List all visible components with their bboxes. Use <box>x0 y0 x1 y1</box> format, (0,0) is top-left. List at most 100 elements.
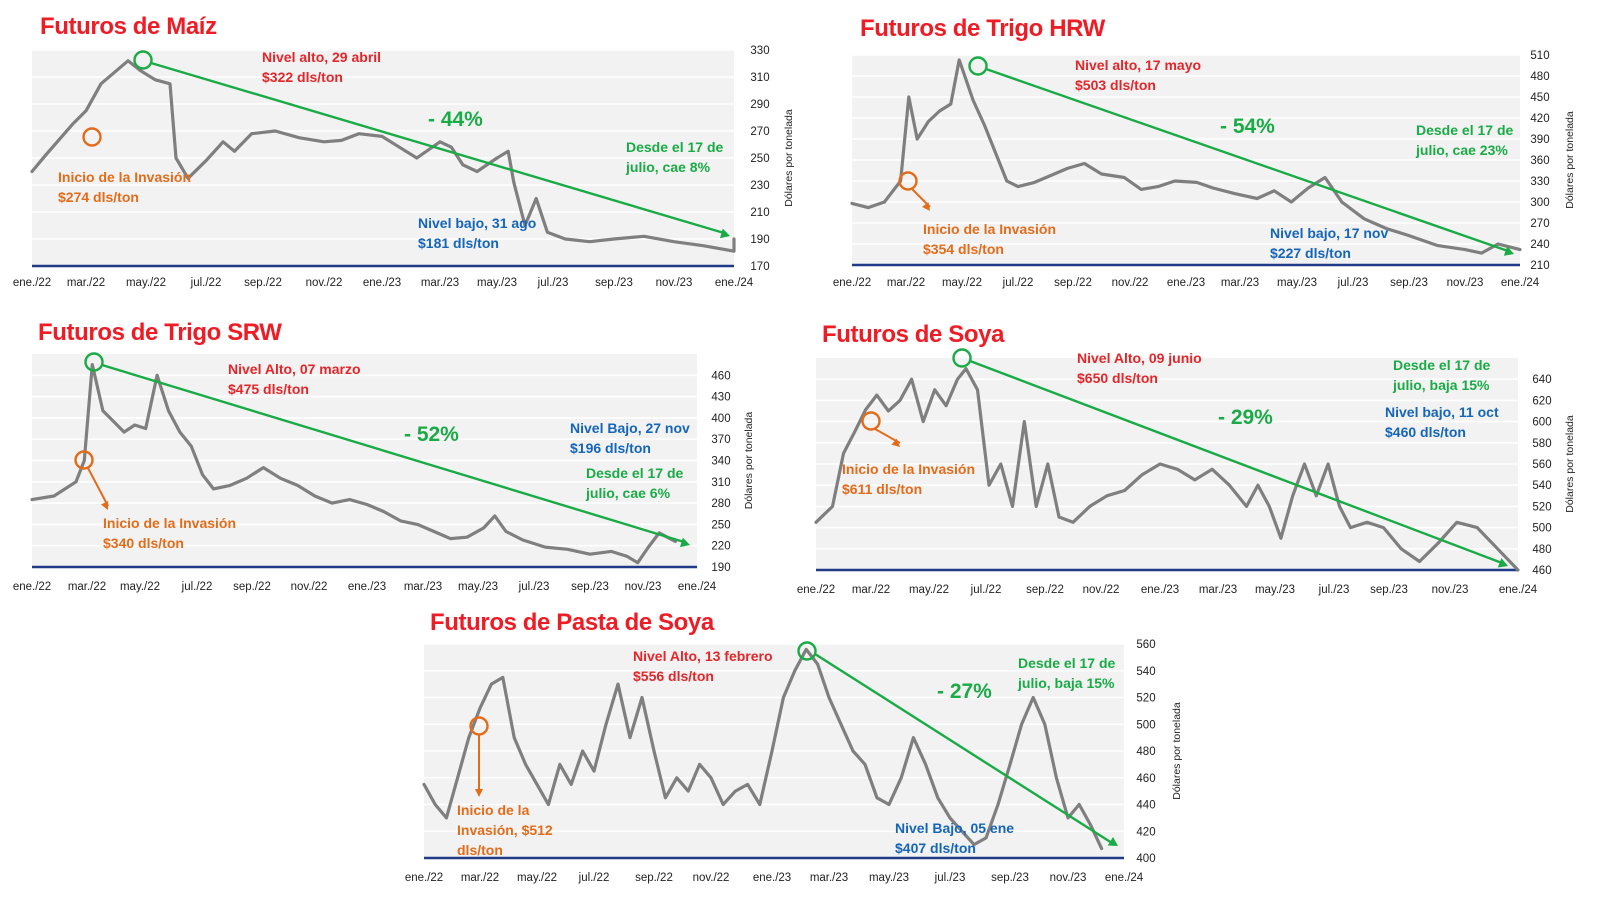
y-tick-label: 360 <box>1530 155 1549 167</box>
x-tick-label: may./23 <box>869 872 909 884</box>
x-tick-label: ene./23 <box>1141 584 1179 596</box>
y-axis-title: Dólares por tonelada <box>1564 111 1576 209</box>
chart-pasta: Futuros de Pasta de Soya 400 420 440 460 480 5… <box>405 609 1183 884</box>
y-tick-label: 540 <box>1532 480 1551 492</box>
trend-line <box>969 359 1503 565</box>
y-tick-label: 170 <box>750 261 769 273</box>
invasion-marker <box>82 127 102 147</box>
invasion-value: $340 dls/ton <box>103 535 184 551</box>
high-label: Nivel alto, 17 mayo <box>1075 57 1201 73</box>
chart-title: Futuros de Trigo SRW <box>38 319 282 346</box>
y-tick-label: 400 <box>1136 853 1155 865</box>
trend-arrowhead <box>719 228 730 239</box>
y-tick-label: 560 <box>1532 459 1551 471</box>
y-tick-label: 250 <box>711 519 730 531</box>
y-tick-label: 240 <box>1530 239 1549 251</box>
y-axis-title: Dólares por tonelada <box>1564 415 1576 513</box>
x-tick-label: nov./23 <box>1432 584 1469 596</box>
y-tick-label: 390 <box>1530 134 1549 146</box>
low-label: Nivel bajo, 31 ago <box>418 215 536 231</box>
x-tick-label: may./23 <box>477 277 517 289</box>
change-percent: - 44% <box>428 108 483 131</box>
invasion-label: Inicio de la Invasión <box>923 221 1056 237</box>
y-tick-label: 210 <box>1530 260 1549 272</box>
x-tick-label: sep./22 <box>1054 277 1092 289</box>
x-tick-label: nov./23 <box>1447 277 1484 289</box>
high-marker <box>797 641 817 661</box>
high-value: $475 dls/ton <box>228 381 309 397</box>
chart-title: Futuros de Trigo HRW <box>860 15 1106 42</box>
x-tick-label: sep./22 <box>233 581 271 593</box>
since-value: julio, cae 6% <box>585 485 671 501</box>
y-tick-label: 580 <box>1532 438 1551 450</box>
y-tick-label: 620 <box>1532 395 1551 407</box>
invasion-extra: dls/ton <box>457 842 503 858</box>
chart-soya: Futuros de Soya 460 480 500 520 540 560 580 600 6… <box>797 321 1576 596</box>
invasion-arrowhead <box>475 789 483 797</box>
x-tick-label: sep./22 <box>1026 584 1064 596</box>
price-line <box>30 363 678 565</box>
chart-srw: Futuros de Trigo SRW 190 220 250 280 310 340 37… <box>13 319 755 593</box>
invasion-arrowhead <box>891 438 900 447</box>
y-tick-label: 420 <box>1136 826 1155 838</box>
y-tick-label: 270 <box>1530 218 1549 230</box>
y-tick-label: 300 <box>1530 197 1549 209</box>
invasion-value: $274 dls/ton <box>58 189 139 205</box>
y-tick-label: 310 <box>750 72 769 84</box>
high-label: Nivel Alto, 09 junio <box>1077 350 1202 366</box>
x-tick-label: may./23 <box>458 581 498 593</box>
y-tick-label: 450 <box>1530 92 1549 104</box>
y-tick-label: 330 <box>1530 176 1549 188</box>
x-tick-label: sep./23 <box>595 277 633 289</box>
since-value: julio, baja 15% <box>1017 675 1115 691</box>
y-tick-label: 510 <box>1530 50 1549 62</box>
x-tick-label: may./22 <box>942 277 982 289</box>
x-tick-label: may./22 <box>126 277 166 289</box>
x-tick-label: jul./23 <box>1318 584 1350 596</box>
invasion-marker <box>861 411 881 431</box>
low-value: $460 dls/ton <box>1385 424 1466 440</box>
x-tick-label: sep./23 <box>1370 584 1408 596</box>
change-percent: - 29% <box>1218 406 1273 429</box>
y-tick-label: 520 <box>1136 693 1155 705</box>
x-tick-label: ene./22 <box>13 277 51 289</box>
y-tick-label: 190 <box>711 562 730 574</box>
low-label: Nivel Bajo, 27 nov <box>570 420 690 436</box>
invasion-value: Invasión, $512 <box>457 822 553 838</box>
x-tick-label: jul./22 <box>578 872 610 884</box>
chart-title: Futuros de Soya <box>822 321 1005 348</box>
chart-title: Futuros de Maíz <box>40 13 217 40</box>
y-tick-label: 520 <box>1532 501 1551 513</box>
high-label: Nivel alto, 29 abril <box>262 49 381 65</box>
x-tick-label: ene./24 <box>678 581 717 593</box>
x-tick-label: nov./23 <box>1050 872 1087 884</box>
low-value: $196 dls/ton <box>570 440 651 456</box>
x-tick-label: may./22 <box>517 872 557 884</box>
high-marker <box>968 56 988 76</box>
invasion-label: Inicio de la Invasión <box>842 461 975 477</box>
since-label: Desde el 17 de <box>1018 655 1115 671</box>
y-axis-title: Dólares por tonelada <box>783 109 795 207</box>
x-tick-label: may./22 <box>120 581 160 593</box>
x-tick-label: ene./22 <box>833 277 871 289</box>
x-tick-label: mar./22 <box>461 872 499 884</box>
y-tick-label: 220 <box>711 541 730 553</box>
change-percent: - 54% <box>1220 115 1275 138</box>
x-tick-label: sep./23 <box>1390 277 1428 289</box>
y-tick-label: 540 <box>1136 666 1155 678</box>
high-marker <box>133 50 153 70</box>
trend-arrowhead <box>679 537 690 548</box>
high-value: $322 dls/ton <box>262 69 343 85</box>
invasion-arrowhead <box>100 501 109 510</box>
x-tick-label: ene./24 <box>1499 584 1538 596</box>
x-tick-label: nov./22 <box>1112 277 1149 289</box>
low-label: Nivel bajo, 17 nov <box>1270 225 1388 241</box>
invasion-value: $354 dls/ton <box>923 241 1004 257</box>
invasion-marker <box>74 450 94 470</box>
invasion-label: Inicio de la Invasión <box>58 169 191 185</box>
trend-arrowhead <box>1107 836 1118 846</box>
x-tick-label: nov./22 <box>693 872 730 884</box>
high-marker <box>84 352 104 372</box>
since-label: Desde el 17 de <box>626 139 723 155</box>
y-tick-label: 400 <box>711 413 730 425</box>
